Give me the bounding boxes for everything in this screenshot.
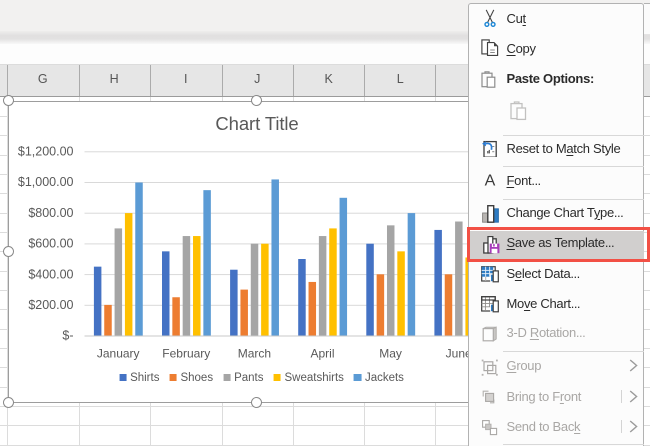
svg-text:May: May <box>379 346 402 360</box>
svg-text:April: April <box>310 346 334 360</box>
svg-text:$600.00: $600.00 <box>28 236 73 250</box>
svg-text:$800.00: $800.00 <box>28 205 73 219</box>
svg-text:$1,200.00: $1,200.00 <box>17 144 73 158</box>
svg-text:February: February <box>162 346 210 360</box>
svg-text:$200.00: $200.00 <box>28 298 73 312</box>
svg-text:March: March <box>237 346 270 360</box>
svg-text:January: January <box>96 346 139 360</box>
svg-text:A: A <box>485 173 496 190</box>
svg-text:$-: $- <box>62 328 73 342</box>
svg-text:$1,000.00: $1,000.00 <box>17 175 73 189</box>
svg-text:Chart Title: Chart Title <box>215 113 298 134</box>
svg-text:June: June <box>445 346 471 360</box>
svg-text:$400.00: $400.00 <box>28 267 73 281</box>
